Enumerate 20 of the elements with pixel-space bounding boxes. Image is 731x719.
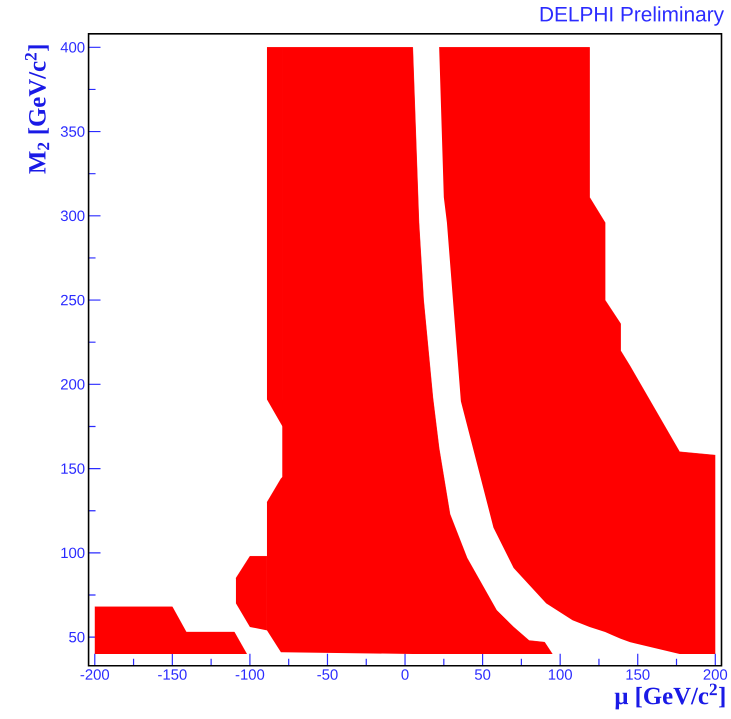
x-tick-label: 0 <box>401 670 409 680</box>
y-tick-label: 200 <box>61 379 84 390</box>
y-tick-label: 150 <box>61 464 84 474</box>
x-tick-label: -50 <box>317 670 338 680</box>
x-axis-title: μ [GeV/c$^{2}$] <box>614 684 725 710</box>
x-tick-label: -100 <box>236 670 264 680</box>
y-tick-label: 300 <box>60 210 84 222</box>
y-tick-label: 50 <box>69 632 84 643</box>
chart-title: DELPHI Preliminary <box>540 6 724 26</box>
y-tick-label: 250 <box>61 295 84 306</box>
y-tick-label: 100 <box>61 548 84 558</box>
x-tick-label: 50 <box>474 670 490 680</box>
x-tick-label: -150 <box>158 670 187 680</box>
y-axis-title: M$_{2}$ [GeV/c$^{2}$] <box>24 46 50 174</box>
x-tick-label: -200 <box>80 670 110 680</box>
x-tick-label: 200 <box>704 670 728 680</box>
y-tick-label: 350 <box>60 126 84 138</box>
x-tick-label: 150 <box>626 670 650 680</box>
x-tick-label: 100 <box>548 670 572 680</box>
y-tick-label: 400 <box>60 42 84 53</box>
